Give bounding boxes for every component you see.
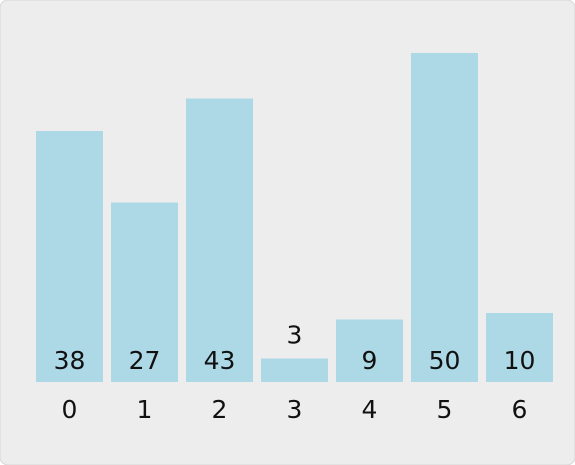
value-label: 9 — [362, 346, 378, 375]
value-label: 10 — [504, 346, 536, 375]
index-label: 6 — [512, 395, 528, 424]
index-label: 1 — [137, 395, 153, 424]
bar — [36, 131, 103, 382]
value-label: 38 — [54, 346, 86, 375]
bar — [486, 313, 553, 382]
bar — [336, 319, 403, 382]
index-label: 0 — [62, 395, 78, 424]
index-label: 2 — [212, 395, 228, 424]
bar — [411, 53, 478, 382]
bar — [111, 202, 178, 382]
value-label: 27 — [129, 346, 161, 375]
index-label: 3 — [287, 395, 303, 424]
index-label: 4 — [362, 395, 378, 424]
index-label: 5 — [437, 395, 453, 424]
value-label: 50 — [429, 346, 461, 375]
value-label: 3 — [287, 321, 303, 350]
bar — [186, 98, 253, 382]
value-label: 43 — [204, 346, 236, 375]
bar — [261, 358, 328, 382]
